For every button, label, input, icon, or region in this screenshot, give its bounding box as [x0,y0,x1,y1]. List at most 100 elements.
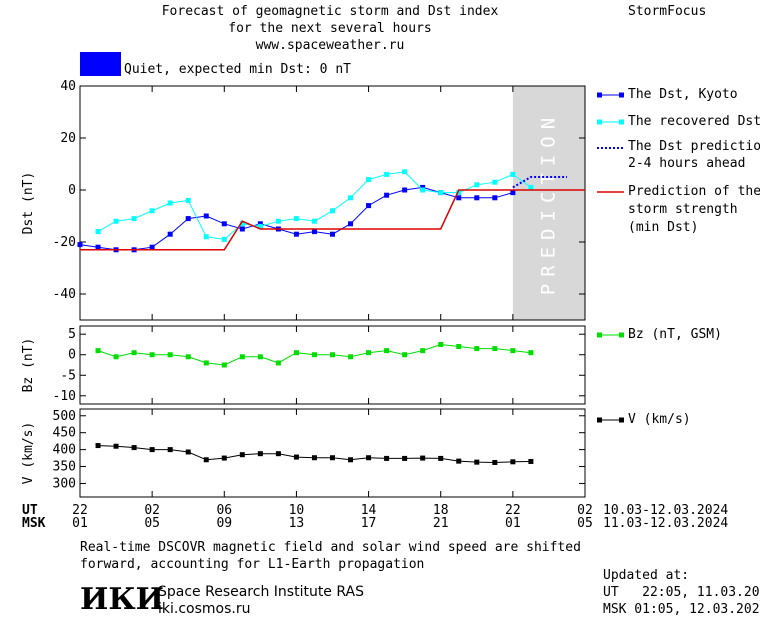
msk-date-range: 11.03-12.03.2024 [603,516,729,531]
ut-tick-label: 02 [577,503,593,518]
data-point [311,229,317,235]
data-point [402,187,408,193]
data-point [257,451,263,457]
y-axis-label: Dst (nT) [21,172,36,235]
data-point [185,449,191,455]
legend-storm-2: storm strength [628,202,738,217]
data-point [131,216,137,222]
data-point [167,200,173,206]
data-point [474,346,480,352]
y-tick-label: -20 [53,235,76,250]
data-point [330,208,335,214]
footer-note-1: Real-time DSCOVR magnetic field and sola… [80,540,581,555]
data-point [257,221,263,227]
data-point [203,457,209,463]
legend-symbol-bz-marker [619,332,624,338]
prediction-label: PREDICTION [537,111,559,295]
data-point [113,354,119,360]
data-point [185,216,191,222]
data-point [275,360,281,366]
panel-frame-1 [79,85,586,321]
ut-tick-label: 10 [289,503,305,518]
y-tick-label: 400 [53,443,76,458]
data-point [239,452,245,458]
data-point [402,169,408,175]
data-point [275,218,281,224]
institute-site[interactable]: iki.cosmos.ru [158,601,251,617]
msk-tick-label: 21 [433,516,449,531]
data-point [402,455,408,461]
data-point [492,179,498,185]
source-url[interactable]: www.spaceweather.ru [255,38,405,53]
ut-tick-label: 22 [505,503,521,518]
data-point [384,455,390,461]
data-point [492,346,498,352]
data-point [293,216,299,222]
series-line-1-4 [80,189,585,251]
msk-axis-label: MSK [22,516,46,531]
msk-tick-label: 09 [216,516,232,531]
data-point [167,352,173,358]
data-point [438,190,444,196]
legend-symbol-dst-kyoto-marker [597,92,602,98]
data-point [528,458,534,464]
data-point [113,443,119,449]
data-point [330,231,335,237]
data-point [528,350,534,356]
y-tick-label: 300 [53,476,76,491]
data-point [311,352,317,358]
ut-tick-label: 14 [361,503,377,518]
data-point [167,231,173,237]
legend-dst-recovered: The recovered Dst [628,114,760,129]
ut-axis-label: UT [22,503,38,518]
legend-symbol-dst-kyoto-marker [619,92,624,98]
data-point [221,221,227,227]
data-point [293,454,299,460]
panel-frame-3 [79,408,586,498]
data-point [420,187,426,193]
y-tick-label: 500 [53,409,76,424]
data-point [474,459,480,465]
data-point [348,354,354,360]
legend-storm-1: Prediction of the [628,184,760,199]
data-point [185,354,191,360]
ut-tick-label: 02 [144,503,160,518]
data-point [257,354,263,360]
data-point [275,451,281,457]
y-tick-label: 0 [68,348,76,363]
ut-tick-label: 18 [433,503,449,518]
data-point [149,447,155,453]
data-point [510,459,516,465]
y-axis-label: V (km/s) [21,422,36,485]
data-point [348,221,354,227]
legend-storm-3: (min Dst) [628,220,699,235]
brand-title: StormFocus [628,4,707,19]
data-point [257,223,263,229]
data-point [384,171,390,177]
panel-frame-2 [79,325,586,405]
data-point [402,352,408,358]
data-point [330,455,335,461]
msk-tick-label: 05 [577,516,593,531]
y-tick-label: 20 [60,131,76,146]
ut-date-range: 10.03-12.03.2024 [603,503,729,518]
data-point [366,350,372,356]
legend-v: V (km/s) [628,412,691,427]
data-point [221,362,227,368]
data-point [492,195,498,201]
data-point [474,182,480,188]
data-point [510,190,516,196]
data-point [420,455,426,461]
data-point [348,457,354,463]
legend-dst-kyoto: The Dst, Kyoto [628,87,738,102]
data-point [293,350,299,356]
data-point [456,458,462,464]
data-point [528,184,534,190]
data-point [348,195,354,201]
data-point [203,360,209,366]
y-tick-label: 40 [60,79,76,94]
data-point [239,221,245,227]
data-point [384,348,390,354]
y-tick-label: 350 [53,460,76,475]
